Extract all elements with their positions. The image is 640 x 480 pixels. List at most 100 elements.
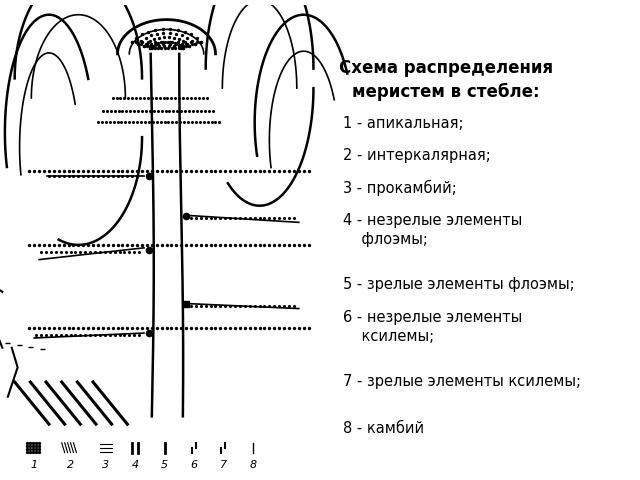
Point — [182, 94, 192, 102]
Text: 2: 2 — [67, 460, 74, 470]
Point — [150, 94, 161, 102]
Point — [90, 331, 100, 339]
Point — [181, 300, 191, 308]
Point — [184, 43, 194, 50]
Point — [145, 43, 156, 50]
Point — [88, 324, 98, 332]
Point — [220, 215, 230, 222]
Text: 1: 1 — [31, 460, 38, 470]
Point — [181, 43, 191, 50]
Point — [298, 324, 308, 332]
Point — [198, 94, 208, 102]
Point — [274, 324, 284, 332]
Point — [298, 241, 308, 249]
Point — [225, 241, 236, 249]
Point — [39, 324, 49, 332]
Point — [191, 324, 201, 332]
Point — [159, 38, 170, 46]
Text: 3 - прокамбий;: 3 - прокамбий; — [343, 180, 456, 196]
Point — [152, 119, 162, 126]
Point — [123, 94, 133, 102]
Point — [97, 119, 107, 126]
Point — [294, 168, 304, 175]
Point — [49, 324, 59, 332]
Point — [56, 248, 66, 255]
Point — [88, 172, 98, 180]
Point — [141, 34, 151, 42]
Point — [284, 241, 294, 249]
Text: 8 - камбий: 8 - камбий — [343, 421, 424, 436]
Point — [109, 248, 120, 255]
Point — [49, 168, 59, 175]
Point — [161, 241, 172, 249]
Point — [152, 324, 162, 332]
Point — [196, 38, 206, 46]
Point — [196, 215, 206, 222]
Point — [191, 241, 201, 249]
Point — [93, 119, 103, 126]
Point — [25, 442, 35, 450]
Point — [250, 215, 260, 222]
Point — [113, 241, 123, 249]
Point — [73, 324, 83, 332]
Point — [170, 94, 180, 102]
Point — [28, 439, 38, 446]
Point — [214, 119, 225, 126]
Point — [25, 445, 35, 453]
Point — [240, 324, 250, 332]
Point — [211, 119, 221, 126]
Point — [108, 172, 118, 180]
Point — [145, 45, 155, 52]
Point — [127, 94, 138, 102]
Point — [284, 215, 294, 222]
Point — [255, 241, 265, 249]
Point — [264, 215, 275, 222]
Point — [180, 28, 190, 36]
Point — [141, 40, 151, 48]
Text: 4: 4 — [132, 460, 139, 470]
Point — [113, 324, 123, 332]
Point — [83, 324, 93, 332]
Point — [244, 215, 255, 222]
Point — [31, 439, 42, 446]
Point — [98, 168, 108, 175]
Point — [274, 302, 284, 310]
Point — [108, 324, 118, 332]
Point — [34, 241, 44, 249]
Point — [303, 324, 314, 332]
Point — [73, 172, 83, 180]
Point — [51, 248, 61, 255]
Point — [158, 29, 168, 37]
Point — [165, 38, 175, 46]
Point — [54, 324, 64, 332]
Point — [127, 38, 137, 46]
Point — [131, 94, 141, 102]
Point — [34, 168, 44, 175]
Point — [166, 324, 177, 332]
Point — [181, 324, 191, 332]
Point — [100, 119, 111, 126]
Point — [132, 324, 142, 332]
Point — [93, 172, 103, 180]
Point — [235, 241, 245, 249]
Point — [83, 172, 93, 180]
Point — [88, 168, 98, 175]
Point — [225, 215, 236, 222]
Point — [244, 302, 255, 310]
Point — [98, 241, 108, 249]
Point — [119, 248, 129, 255]
Point — [264, 324, 275, 332]
Point — [167, 38, 177, 46]
Point — [158, 40, 168, 48]
Point — [150, 38, 160, 46]
Point — [28, 448, 38, 456]
Point — [186, 38, 196, 46]
Point — [164, 43, 174, 50]
Text: 7: 7 — [220, 460, 227, 470]
Point — [85, 331, 95, 339]
Point — [200, 168, 211, 175]
Point — [176, 241, 186, 249]
Point — [147, 94, 157, 102]
Point — [24, 324, 35, 332]
Point — [29, 168, 40, 175]
